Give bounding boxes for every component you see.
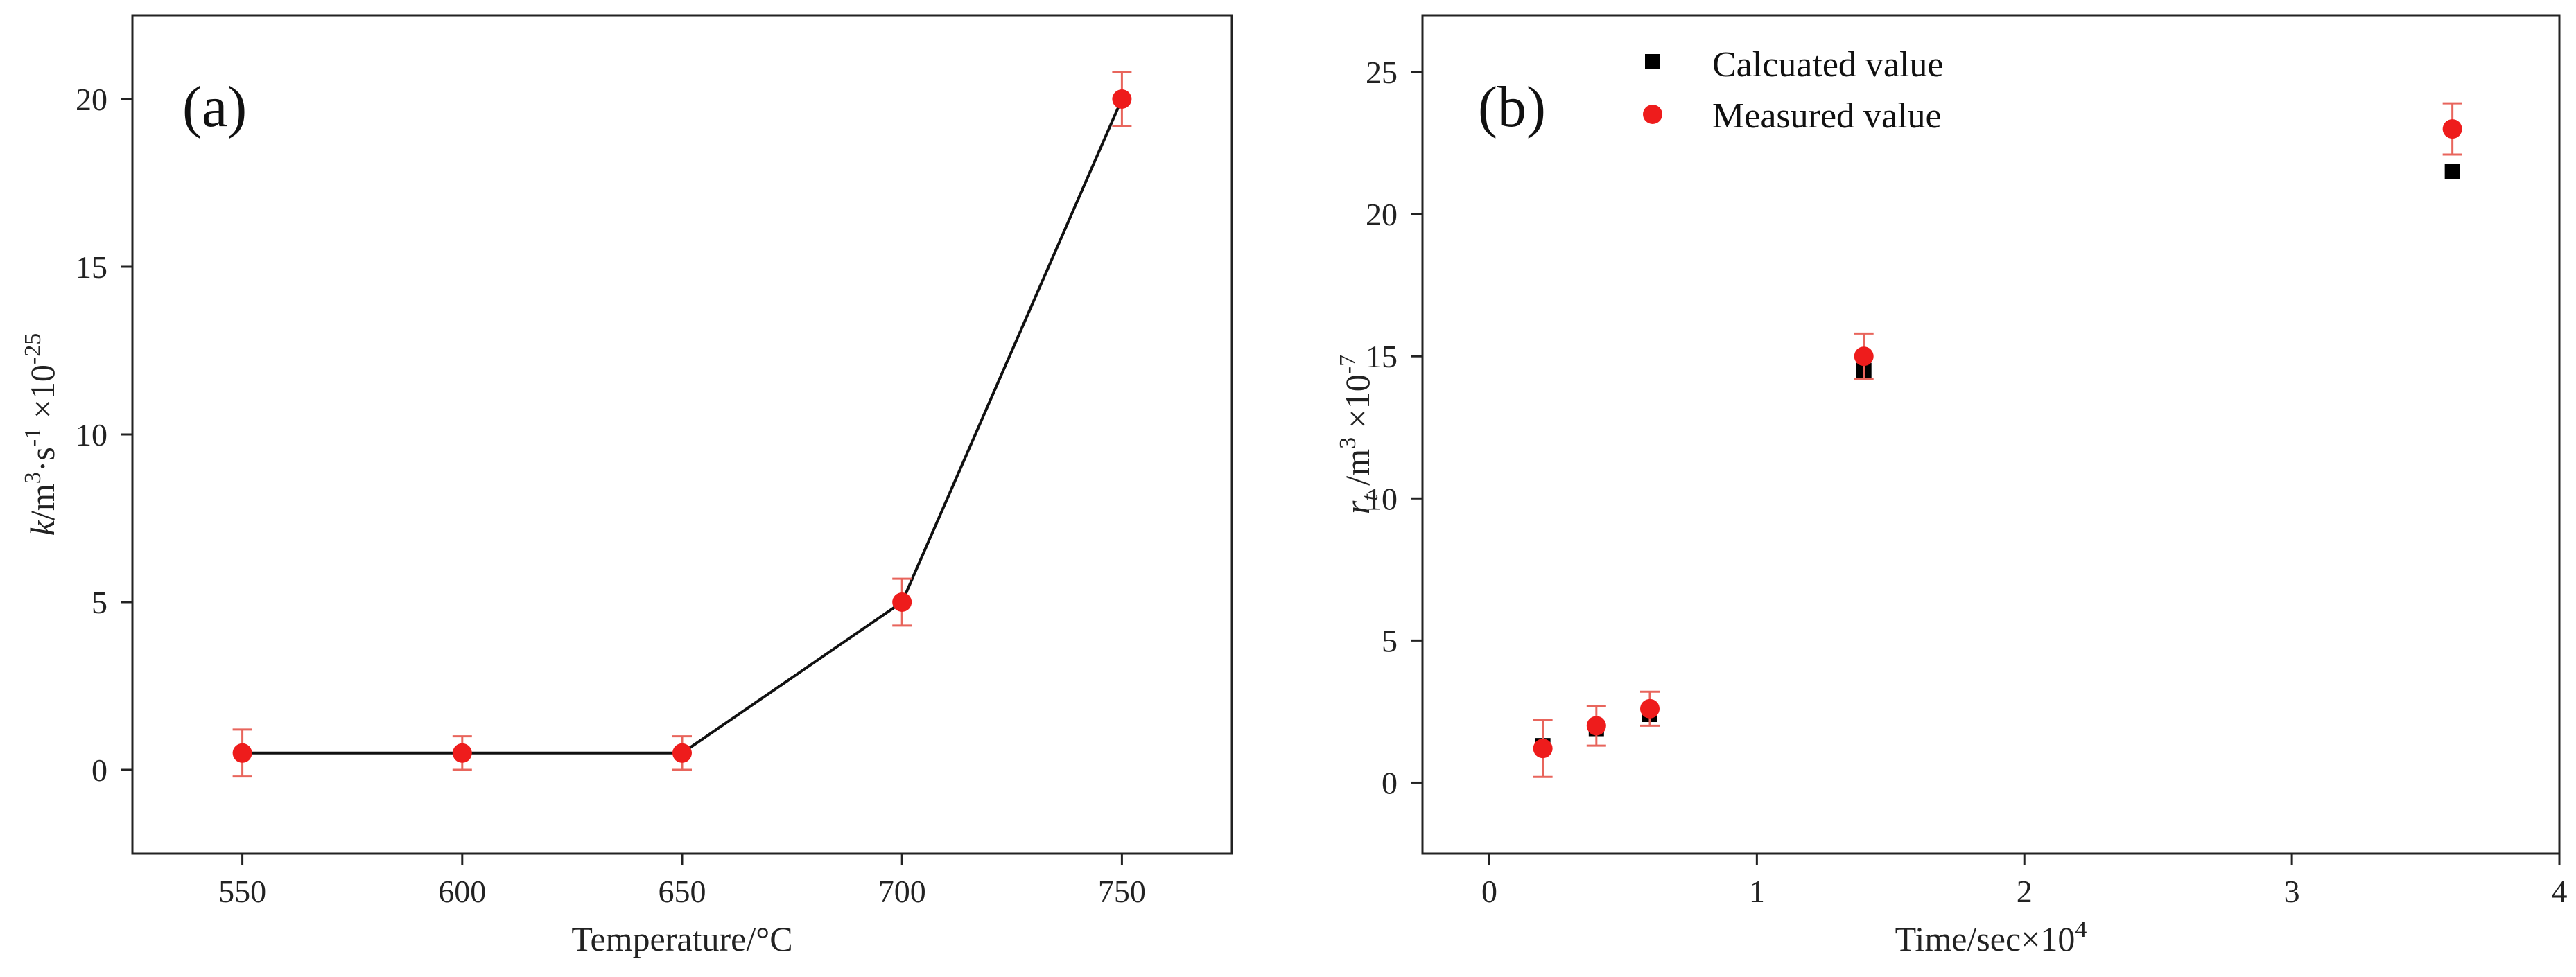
y-tick-label-a-1: 5: [92, 585, 107, 620]
data-point-a-0-1: [452, 743, 472, 763]
data-point-b-1-4: [2442, 119, 2462, 139]
chart-panel-b: 0 1 2 3 4 0 5 10 15 20 25 (b) Calcuated value Meas…: [1335, 14, 2568, 958]
legend-label-calculated: Calcuated value: [1712, 45, 1944, 85]
data-point-a-0-3: [892, 592, 912, 612]
plot-frame-b: [1421, 14, 2561, 855]
x-tick-label-a-2: 650: [659, 874, 706, 909]
data-point-b-1-1: [1586, 716, 1606, 736]
data-point-b-1-3: [1854, 346, 1874, 367]
legend: Calcuated value Measured value: [1643, 45, 1944, 136]
x-tick-label-b-1: 1: [1749, 874, 1765, 909]
y-tick-label-b-0: 0: [1382, 765, 1398, 800]
legend-marker-measured: [1643, 105, 1662, 124]
y-tick-label-b-2: 10: [1366, 481, 1398, 516]
panel-label-a: (a): [182, 75, 247, 139]
y-tick-label-b-5: 25: [1366, 55, 1398, 90]
data-point-b-0-4: [2444, 164, 2460, 179]
x-tick-label-b-4: 4: [2552, 874, 2568, 909]
data-point-b-1-0: [1533, 739, 1553, 759]
data-point-b-1-2: [1640, 698, 1660, 719]
x-tick-label-b-2: 2: [2017, 874, 2033, 909]
data-point-a-0-2: [672, 743, 692, 763]
panel-label-b: (b): [1478, 75, 1546, 139]
chart-panel-a: 550 600 650 700 750 0 5 10 15 20 (a) Temperature/…: [20, 14, 1233, 958]
x-tick-label-b-0: 0: [1481, 874, 1497, 909]
x-tick-label-a-0: 550: [218, 874, 266, 909]
series-marks-b: [1533, 102, 2462, 778]
data-point-a-0-0: [232, 743, 252, 763]
y-axis-label-b: rt /m3 ×10-7: [1335, 355, 1383, 514]
axis-ticks-b: 0 1 2 3 4 0 5 10 15 20 25: [1366, 55, 2568, 909]
x-tick-label-b-3: 3: [2284, 874, 2300, 909]
x-axis-label-b: Time/sec×104: [1895, 917, 2087, 958]
legend-marker-calculated: [1645, 54, 1660, 69]
axis-ticks-a: 550 600 650 700 750 0 5 10 15 20: [76, 82, 1146, 909]
x-axis-label-a: Temperature/°C: [571, 919, 792, 958]
series-marks-a: [232, 71, 1132, 778]
y-tick-label-b-3: 15: [1366, 339, 1398, 374]
x-tick-label-a-3: 700: [878, 874, 926, 909]
y-tick-label-a-3: 15: [76, 249, 107, 285]
legend-label-measured: Measured value: [1712, 96, 1942, 136]
x-tick-label-a-4: 750: [1098, 874, 1146, 909]
x-tick-label-a-1: 600: [438, 874, 486, 909]
y-tick-label-a-0: 0: [92, 752, 107, 788]
y-tick-label-b-1: 5: [1382, 623, 1398, 658]
y-tick-label-a-4: 20: [76, 82, 107, 117]
y-axis-label-a: k/m3·s-1 ×10-25: [20, 333, 62, 536]
y-tick-label-b-4: 20: [1366, 197, 1398, 232]
data-point-a-0-4: [1112, 89, 1132, 109]
y-tick-label-a-2: 10: [76, 417, 107, 452]
